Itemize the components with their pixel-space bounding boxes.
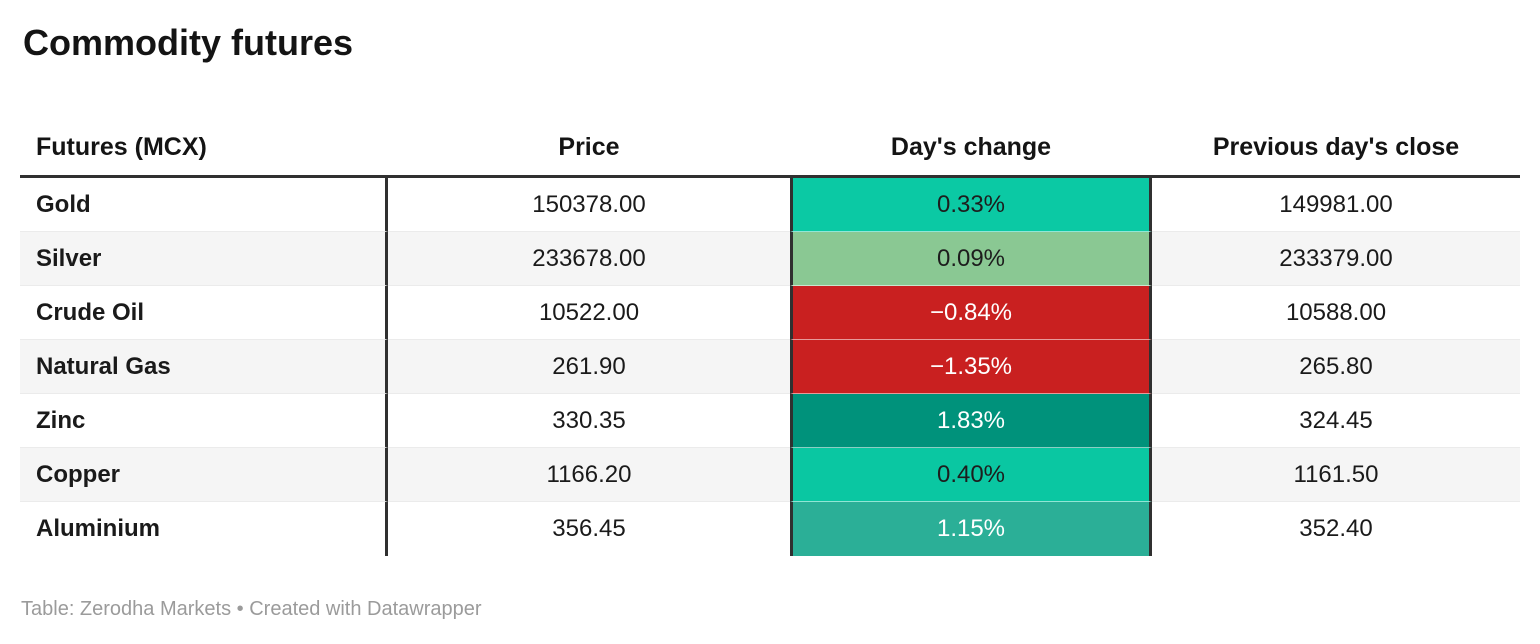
column-header-price: Price (558, 133, 620, 161)
table-row: Aluminium 356.45 1.15% 352.40 (20, 502, 1520, 556)
prev-close-cell: 10588.00 (1152, 286, 1520, 340)
table-header-row: Futures (MCX) Price Day's change Previou… (20, 120, 1520, 178)
days-change-cell: 0.40% (790, 448, 1152, 502)
table-row: Copper 1166.20 0.40% 1161.50 (20, 448, 1520, 502)
days-change-cell: −1.35% (790, 340, 1152, 394)
days-change-cell: 0.33% (790, 178, 1152, 232)
days-change-cell: −0.84% (790, 286, 1152, 340)
price-cell: 330.35 (388, 394, 790, 448)
futures-name-cell: Crude Oil (20, 286, 388, 340)
prev-close-cell: 265.80 (1152, 340, 1520, 394)
futures-name-cell: Gold (20, 178, 388, 232)
column-header-change: Day's change (890, 133, 1052, 161)
table-row: Zinc 330.35 1.83% 324.45 (20, 394, 1520, 448)
days-change-cell: 1.83% (790, 394, 1152, 448)
price-cell: 1166.20 (388, 448, 790, 502)
page-title: Commodity futures (23, 22, 354, 63)
prev-close-cell: 1161.50 (1152, 448, 1520, 502)
prev-close-cell: 352.40 (1152, 502, 1520, 556)
futures-name-cell: Silver (20, 232, 388, 286)
price-cell: 150378.00 (388, 178, 790, 232)
days-change-cell: 0.09% (790, 232, 1152, 286)
commodity-table: Futures (MCX) Price Day's change Previou… (20, 120, 1520, 556)
futures-name-cell: Natural Gas (20, 340, 388, 394)
price-cell: 261.90 (388, 340, 790, 394)
table-body: Gold 150378.00 0.33% 149981.00 Silver 23… (20, 178, 1520, 556)
futures-name-cell: Aluminium (20, 502, 388, 556)
futures-name-cell: Copper (20, 448, 388, 502)
prev-close-cell: 149981.00 (1152, 178, 1520, 232)
table-row: Gold 150378.00 0.33% 149981.00 (20, 178, 1520, 232)
days-change-cell: 1.15% (790, 502, 1152, 556)
column-header-futures: Futures (MCX) (36, 133, 207, 161)
futures-name-cell: Zinc (20, 394, 388, 448)
table-row: Crude Oil 10522.00 −0.84% 10588.00 (20, 286, 1520, 340)
price-cell: 10522.00 (388, 286, 790, 340)
column-header-prev-close: Previous day's close (1212, 133, 1460, 161)
price-cell: 356.45 (388, 502, 790, 556)
attribution-text: Table: Zerodha Markets • Created with Da… (21, 598, 482, 620)
prev-close-cell: 233379.00 (1152, 232, 1520, 286)
table-row: Natural Gas 261.90 −1.35% 265.80 (20, 340, 1520, 394)
table-row: Silver 233678.00 0.09% 233379.00 (20, 232, 1520, 286)
prev-close-cell: 324.45 (1152, 394, 1520, 448)
price-cell: 233678.00 (388, 232, 790, 286)
